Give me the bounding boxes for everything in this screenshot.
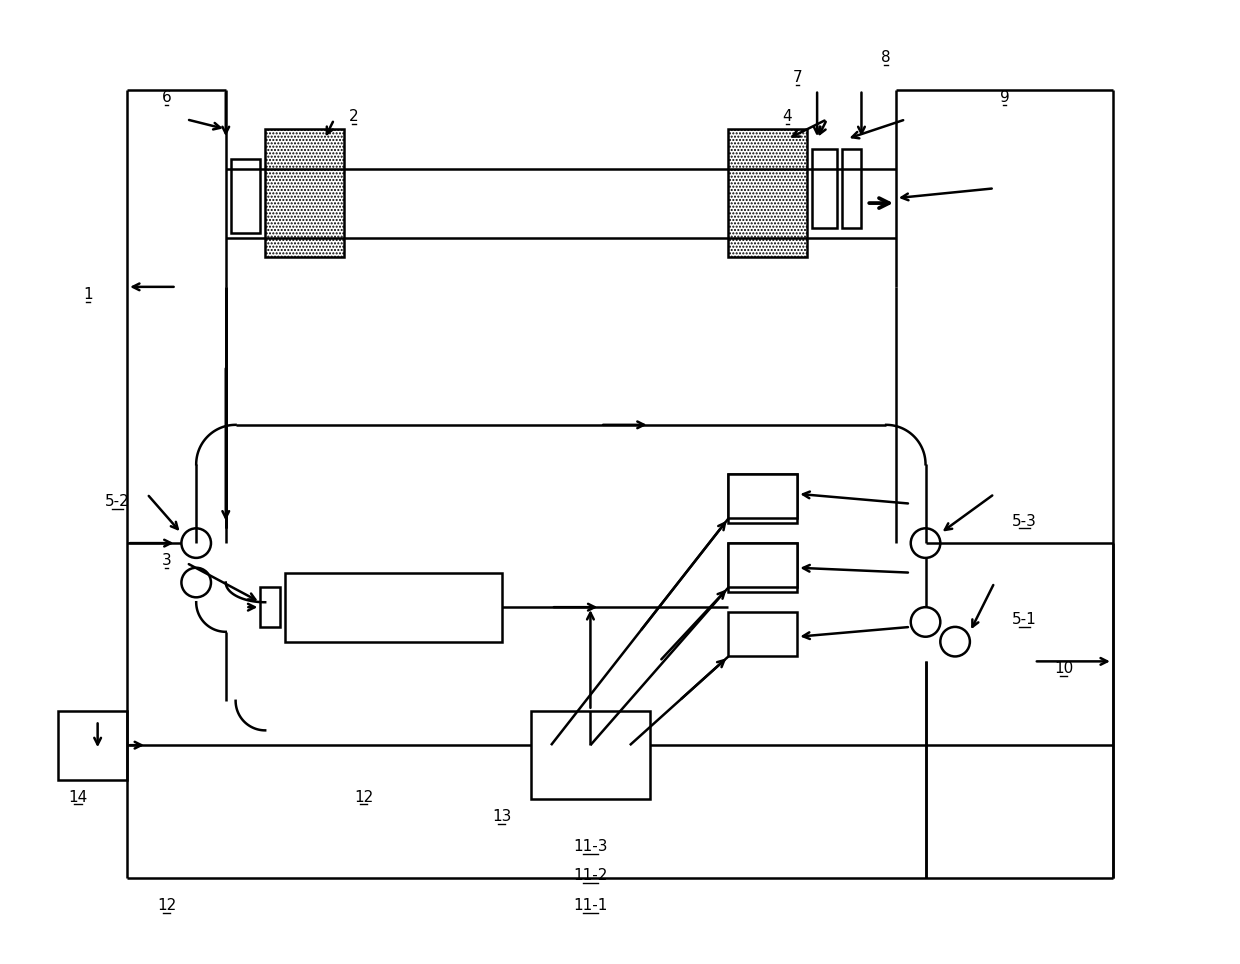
Bar	[728, 474, 797, 523]
Text: 11-3: 11-3	[573, 839, 608, 854]
Text: 11-2: 11-2	[573, 869, 608, 883]
Text: 9: 9	[999, 90, 1009, 105]
Text: 14: 14	[68, 790, 88, 805]
Bar	[531, 710, 650, 799]
Bar	[285, 573, 502, 642]
Text: 8: 8	[882, 50, 890, 66]
Bar	[260, 587, 280, 627]
Text: 4: 4	[782, 110, 792, 124]
Bar	[728, 543, 797, 593]
Text: 12: 12	[355, 790, 373, 805]
Text: 10: 10	[1054, 661, 1073, 677]
Text: 13: 13	[492, 809, 511, 824]
Text: 2: 2	[350, 110, 358, 124]
Text: 7: 7	[792, 70, 802, 85]
Text: 11-1: 11-1	[573, 897, 608, 913]
Bar	[842, 148, 862, 228]
Bar	[265, 129, 343, 257]
Bar	[812, 148, 837, 228]
Text: 12: 12	[157, 897, 176, 913]
Bar	[728, 474, 797, 519]
Text: 5-2: 5-2	[105, 494, 130, 509]
Text: 5-1: 5-1	[1012, 612, 1037, 628]
Text: 1: 1	[83, 287, 93, 302]
Text: 5-3: 5-3	[1012, 514, 1037, 528]
Text: 3: 3	[161, 553, 171, 568]
Bar	[58, 710, 128, 780]
Bar	[231, 159, 260, 232]
Bar	[728, 612, 797, 656]
Text: 6: 6	[161, 90, 171, 105]
Bar	[728, 543, 797, 587]
Bar	[728, 129, 807, 257]
